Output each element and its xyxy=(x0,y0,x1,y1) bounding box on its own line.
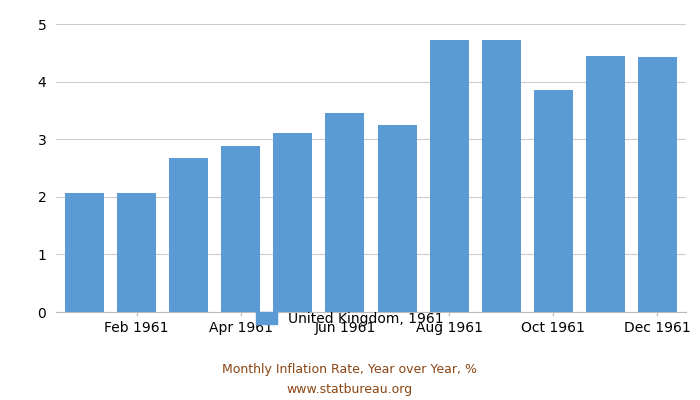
Bar xyxy=(274,134,312,312)
Bar xyxy=(586,56,625,312)
Bar xyxy=(221,146,260,312)
Bar xyxy=(482,40,521,312)
Text: Monthly Inflation Rate, Year over Year, %: Monthly Inflation Rate, Year over Year, … xyxy=(223,364,477,376)
Bar xyxy=(430,40,468,312)
Text: www.statbureau.org: www.statbureau.org xyxy=(287,384,413,396)
Bar xyxy=(169,158,209,312)
Bar xyxy=(326,113,365,312)
Bar xyxy=(377,125,416,312)
Bar xyxy=(65,193,104,312)
Bar xyxy=(117,193,156,312)
Legend: United Kingdom, 1961: United Kingdom, 1961 xyxy=(251,306,449,331)
Bar xyxy=(638,58,677,312)
Bar xyxy=(533,90,573,312)
